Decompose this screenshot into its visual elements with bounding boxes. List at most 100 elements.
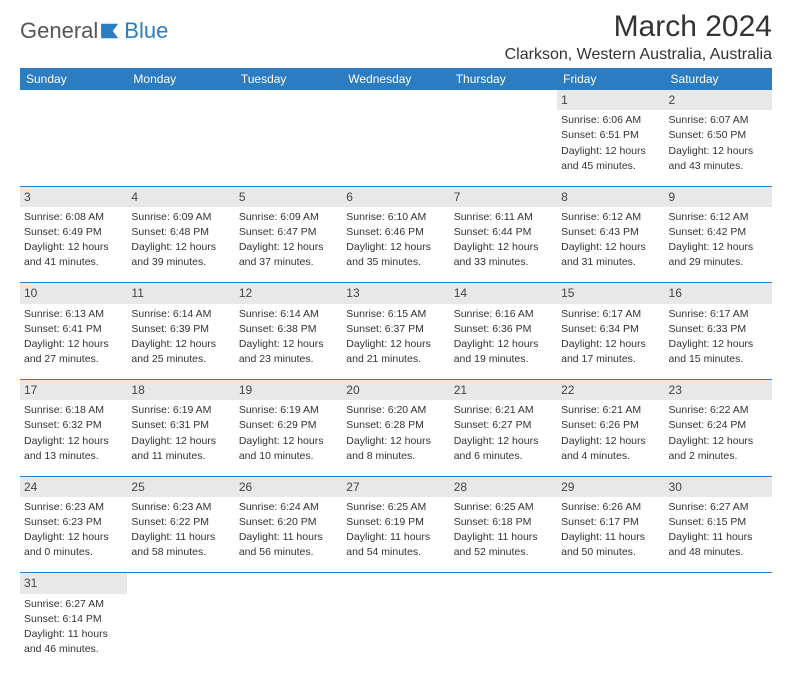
day-line: Daylight: 12 hours — [561, 144, 660, 158]
day-cell: Sunrise: 6:18 AMSunset: 6:32 PMDaylight:… — [20, 400, 127, 476]
day-details: Sunrise: 6:14 AMSunset: 6:39 PMDaylight:… — [131, 307, 230, 367]
day-line: and 11 minutes. — [131, 449, 230, 463]
day-line: Sunrise: 6:24 AM — [239, 500, 338, 514]
day-line: and 13 minutes. — [24, 449, 123, 463]
day-line: and 46 minutes. — [24, 642, 123, 656]
day-number-cell: 4 — [127, 186, 234, 207]
day-line: Sunrise: 6:12 AM — [669, 210, 768, 224]
day-cell: Sunrise: 6:19 AMSunset: 6:29 PM Daylight:… — [235, 400, 342, 476]
day-details: Sunrise: 6:27 AMSunset: 6:15 PMDaylight:… — [669, 500, 768, 560]
day-cell — [20, 110, 127, 186]
day-line: Sunset: 6:43 PM — [561, 225, 660, 239]
day-details: Sunrise: 6:16 AMSunset: 6:36 PMDaylight:… — [454, 307, 553, 367]
day-number-cell — [342, 573, 449, 594]
day-number-cell: 9 — [665, 186, 772, 207]
day-number-cell: 26 — [235, 476, 342, 497]
day-number-cell: 5 — [235, 186, 342, 207]
day-number-cell: 19 — [235, 380, 342, 401]
day-cell: Sunrise: 6:27 AMSunset: 6:15 PMDaylight:… — [665, 497, 772, 573]
day-line: Daylight: 12 hours — [24, 530, 123, 544]
day-line: Daylight: 12 hours — [239, 434, 338, 448]
day-line: Sunrise: 6:08 AM — [24, 210, 123, 224]
day-number-cell: 27 — [342, 476, 449, 497]
day-line: Sunrise: 6:26 AM — [561, 500, 660, 514]
day-line: Sunrise: 6:19 AM — [239, 403, 338, 417]
day-line: Sunrise: 6:14 AM — [131, 307, 230, 321]
day-details: Sunrise: 6:24 AMSunset: 6:20 PMDaylight:… — [239, 500, 338, 560]
day-cell: Sunrise: 6:23 AMSunset: 6:23 PMDaylight:… — [20, 497, 127, 573]
day-line: Daylight: 12 hours — [24, 240, 123, 254]
day-line: Sunset: 6:51 PM — [561, 128, 660, 142]
day-cell: Sunrise: 6:22 AMSunset: 6:24 PMDaylight:… — [665, 400, 772, 476]
day-line: Sunrise: 6:14 AM — [239, 307, 338, 321]
day-cell: Sunrise: 6:14 AMSunset: 6:39 PMDaylight:… — [127, 304, 234, 380]
day-line: Sunrise: 6:20 AM — [346, 403, 445, 417]
day-line: Daylight: 12 hours — [239, 337, 338, 351]
day-line: Sunset: 6:44 PM — [454, 225, 553, 239]
day-number-row: 24252627282930 — [20, 476, 772, 497]
day-line: Daylight: 12 hours — [346, 337, 445, 351]
day-details: Sunrise: 6:12 AMSunset: 6:42 PMDaylight:… — [669, 210, 768, 270]
day-line: Sunset: 6:48 PM — [131, 225, 230, 239]
day-details: Sunrise: 6:23 AMSunset: 6:22 PMDaylight:… — [131, 500, 230, 560]
day-line: Sunset: 6:29 PM — [239, 418, 338, 432]
header: General Blue March 2024 Clarkson, Wester… — [20, 10, 772, 64]
day-line: Daylight: 12 hours — [669, 434, 768, 448]
day-line: and 23 minutes. — [239, 352, 338, 366]
day-line: Sunset: 6:42 PM — [669, 225, 768, 239]
day-details: Sunrise: 6:17 AMSunset: 6:34 PMDaylight:… — [561, 307, 660, 367]
day-line: and 27 minutes. — [24, 352, 123, 366]
day-line: Sunset: 6:33 PM — [669, 322, 768, 336]
day-details: Sunrise: 6:21 AMSunset: 6:27 PMDaylight:… — [454, 403, 553, 463]
day-line: Sunset: 6:19 PM — [346, 515, 445, 529]
day-line: Sunset: 6:18 PM — [454, 515, 553, 529]
day-line: Sunset: 6:34 PM — [561, 322, 660, 336]
day-line: Sunset: 6:15 PM — [669, 515, 768, 529]
day-line: Sunset: 6:39 PM — [131, 322, 230, 336]
logo-flag-icon — [100, 22, 122, 40]
day-details: Sunrise: 6:19 AMSunset: 6:29 PM Daylight:… — [239, 403, 338, 463]
day-number-cell: 25 — [127, 476, 234, 497]
day-line: Daylight: 12 hours — [454, 240, 553, 254]
day-line: and 48 minutes. — [669, 545, 768, 559]
day-line: Sunset: 6:41 PM — [24, 322, 123, 336]
day-number-cell: 14 — [450, 283, 557, 304]
day-line: Sunrise: 6:09 AM — [239, 210, 338, 224]
day-cell: Sunrise: 6:07 AMSunset: 6:50 PMDaylight:… — [665, 110, 772, 186]
day-number-row: 10111213141516 — [20, 283, 772, 304]
day-line: and 15 minutes. — [669, 352, 768, 366]
calendar-page: General Blue March 2024 Clarkson, Wester… — [0, 0, 792, 680]
day-content-row: Sunrise: 6:13 AMSunset: 6:41 PMDaylight:… — [20, 304, 772, 380]
day-number-cell: 31 — [20, 573, 127, 594]
day-number-row: 31 — [20, 573, 772, 594]
day-line: Sunrise: 6:11 AM — [454, 210, 553, 224]
day-line: Sunrise: 6:25 AM — [454, 500, 553, 514]
day-line: Sunset: 6:38 PM — [239, 322, 338, 336]
day-line: Daylight: 11 hours — [346, 530, 445, 544]
day-number-cell — [127, 573, 234, 594]
day-line: Sunset: 6:22 PM — [131, 515, 230, 529]
logo-text-general: General — [20, 18, 98, 44]
day-content-row: Sunrise: 6:27 AMSunset: 6:14 PMDaylight:… — [20, 594, 772, 670]
day-content-row: Sunrise: 6:23 AMSunset: 6:23 PMDaylight:… — [20, 497, 772, 573]
weekday-header: Tuesday — [235, 68, 342, 90]
day-cell: Sunrise: 6:10 AMSunset: 6:46 PMDaylight:… — [342, 207, 449, 283]
day-cell: Sunrise: 6:21 AMSunset: 6:26 PMDaylight:… — [557, 400, 664, 476]
day-cell: Sunrise: 6:17 AMSunset: 6:33 PMDaylight:… — [665, 304, 772, 380]
day-details: Sunrise: 6:22 AMSunset: 6:24 PMDaylight:… — [669, 403, 768, 463]
day-details: Sunrise: 6:09 AMSunset: 6:47 PMDaylight:… — [239, 210, 338, 270]
day-number-cell — [127, 90, 234, 110]
day-line: Sunrise: 6:21 AM — [561, 403, 660, 417]
day-number-cell: 29 — [557, 476, 664, 497]
day-number-cell — [450, 90, 557, 110]
day-cell — [557, 594, 664, 670]
calendar-table: SundayMondayTuesdayWednesdayThursdayFrid… — [20, 68, 772, 670]
day-line: Sunrise: 6:16 AM — [454, 307, 553, 321]
day-line: and 54 minutes. — [346, 545, 445, 559]
day-line: Sunset: 6:47 PM — [239, 225, 338, 239]
day-line: Daylight: 12 hours — [561, 240, 660, 254]
day-number-cell: 2 — [665, 90, 772, 110]
day-line: Sunrise: 6:10 AM — [346, 210, 445, 224]
day-cell: Sunrise: 6:15 AMSunset: 6:37 PMDaylight:… — [342, 304, 449, 380]
day-details: Sunrise: 6:20 AMSunset: 6:28 PMDaylight:… — [346, 403, 445, 463]
